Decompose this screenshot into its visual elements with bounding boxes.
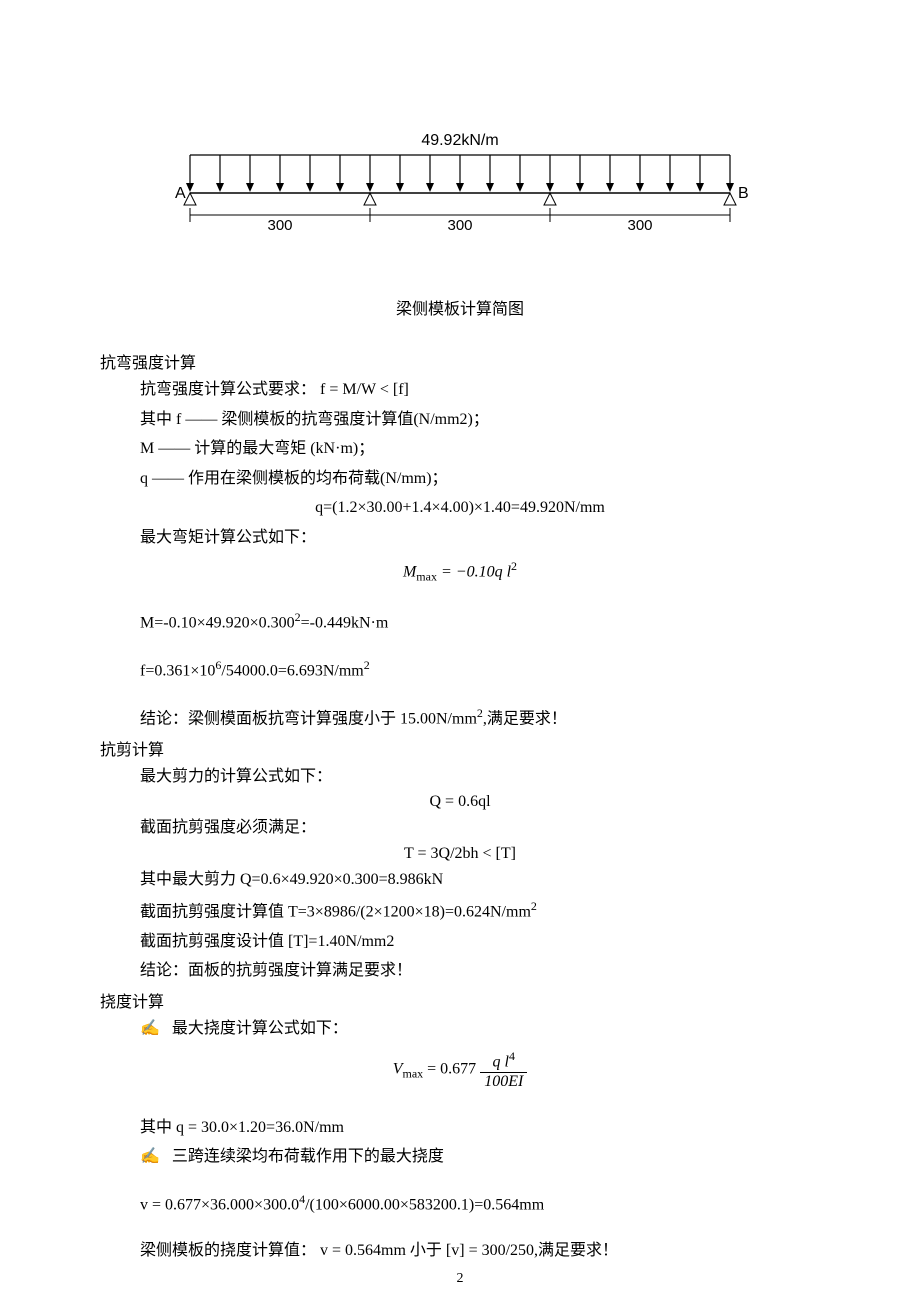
- deflection-l3: ✍三跨连续梁均布荷载作用下的最大挠度: [140, 1144, 820, 1170]
- load-label: 49.92kN/m: [421, 132, 498, 149]
- shear-l6: 结论：面板的抗剪强度计算满足要求！: [140, 958, 820, 984]
- bullet-icon: ✍: [140, 1148, 160, 1165]
- bending-l4: q —— 作用在梁侧模板的均布荷载(N/mm)；: [140, 466, 820, 492]
- shear-heading: 抗剪计算: [100, 736, 820, 760]
- eq-v-sub: max: [402, 1067, 423, 1081]
- bending-l5: q=(1.2×30.00+1.4×4.00)×1.40=49.920N/mm: [100, 495, 820, 521]
- page-number: 2: [0, 1271, 920, 1287]
- deflection-l4: v = 0.677×36.000×300.04/(100×6000.00×583…: [140, 1190, 820, 1218]
- eq-v-mid: = 0.677: [423, 1061, 480, 1078]
- bending-l3: M —— 计算的最大弯矩 (kN·m)；: [140, 436, 820, 462]
- bending-heading: 抗弯强度计算: [100, 349, 820, 373]
- bending-l8: f=0.361×106/54000.0=6.693N/mm2: [140, 656, 820, 684]
- point-b-label: B: [738, 185, 749, 202]
- bending-eq-mmax: Mmax = −0.10q l2: [100, 559, 820, 585]
- deflection-l1: ✍最大挠度计算公式如下：: [140, 1016, 820, 1042]
- deflection-l2: 其中 q = 30.0×1.20=36.0N/mm: [140, 1115, 820, 1141]
- eq-v-frac: q l4100EI: [480, 1049, 527, 1090]
- page: 49.92kN/m: [0, 0, 920, 1307]
- eq-mmax-sub: max: [416, 569, 437, 583]
- shear-eq-q: Q = 0.6ql: [100, 793, 820, 811]
- deflection-heading: 挠度计算: [100, 988, 820, 1012]
- shear-eq-t: T = 3Q/2bh < [T]: [100, 845, 820, 863]
- beam-svg: 49.92kN/m: [160, 130, 760, 250]
- shear-l4: 截面抗剪强度计算值 T=3×8986/(2×1200×18)=0.624N/mm…: [140, 897, 820, 925]
- shear-l5: 截面抗剪强度设计值 [T]=1.40N/mm2: [140, 929, 820, 955]
- bending-l1: 抗弯强度计算公式要求： f = M/W < [f]: [140, 377, 820, 403]
- eq-mmax-rhs: = −0.10q l: [437, 563, 511, 580]
- load-arrows: [186, 155, 734, 192]
- bending-l6: 最大弯矩计算公式如下：: [140, 525, 820, 551]
- span-1-label: 300: [267, 217, 292, 234]
- bullet-icon: ✍: [140, 1020, 160, 1037]
- span-3-label: 300: [627, 217, 652, 234]
- shear-l1: 最大剪力的计算公式如下：: [140, 764, 820, 790]
- beam-diagram: 49.92kN/m: [160, 130, 760, 255]
- supports: [184, 193, 736, 205]
- shear-l3: 其中最大剪力 Q=0.6×49.920×0.300=8.986kN: [140, 867, 820, 893]
- span-2-label: 300: [447, 217, 472, 234]
- eq-mmax-exp: 2: [511, 559, 517, 573]
- deflection-l5: 梁侧模板的挠度计算值： v = 0.564mm 小于 [v] = 300/250…: [140, 1238, 820, 1264]
- bending-l7: M=-0.10×49.920×0.3002=-0.449kN·m: [140, 608, 820, 636]
- deflection-eq-v: Vmax = 0.677 q l4100EI: [100, 1049, 820, 1090]
- point-a-label: A: [175, 185, 186, 202]
- bending-l2: 其中 f —— 梁侧模板的抗弯强度计算值(N/mm2)；: [140, 407, 820, 433]
- eq-mmax-lhs: M: [403, 563, 416, 580]
- diagram-title: 梁侧模板计算简图: [100, 295, 820, 319]
- shear-l2: 截面抗剪强度必须满足：: [140, 815, 820, 841]
- bending-l9: 结论：梁侧模面板抗弯计算强度小于 15.00N/mm2,满足要求！: [140, 704, 820, 732]
